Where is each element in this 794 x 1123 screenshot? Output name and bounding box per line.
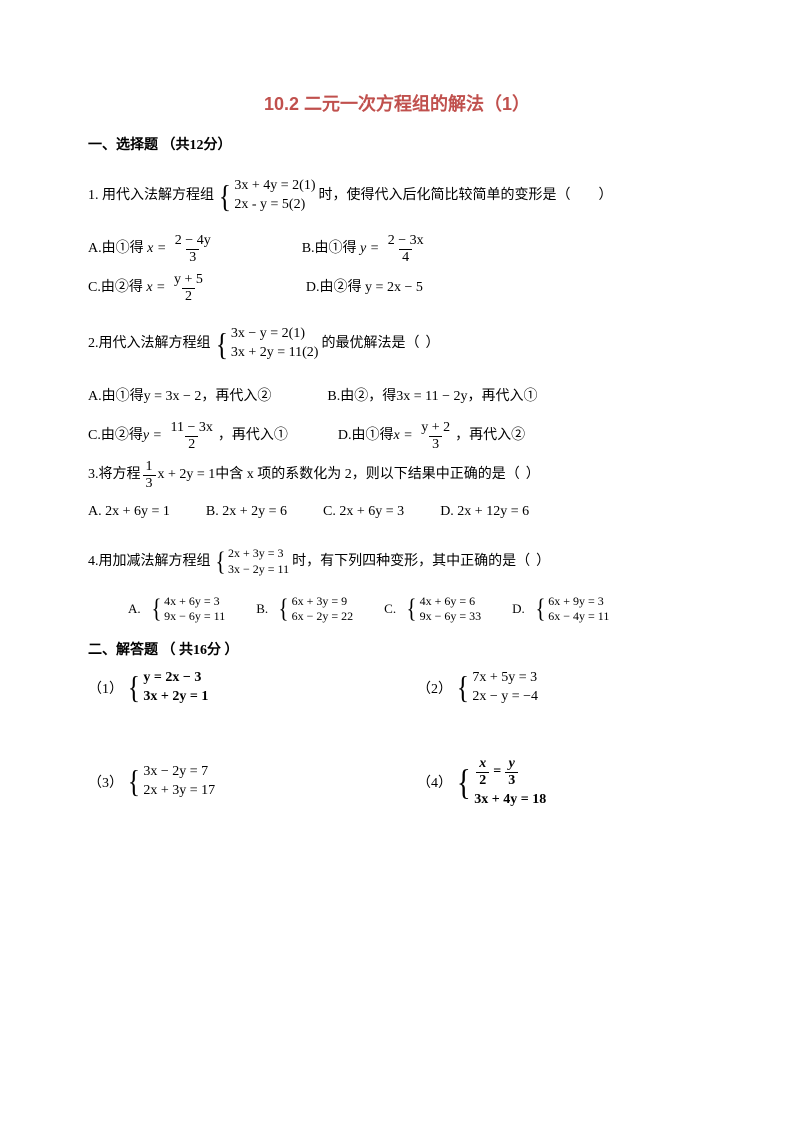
q4-C-label: C. bbox=[384, 601, 396, 617]
q2-D-text: 由①得 bbox=[352, 421, 394, 452]
q2-system: { 3x − y = 2(1) 3x + 2y = 11(2) bbox=[214, 312, 319, 376]
ex1-eq1: y = 2x − 3 bbox=[143, 669, 208, 688]
q3-options: A. 2x + 6y = 1 B. 2x + 2y = 6 C. 2x + 6y… bbox=[88, 497, 706, 528]
q2-B-text: 由②，得 bbox=[340, 382, 396, 413]
q2-C-text: 由②得 bbox=[101, 421, 143, 452]
q2-post: 的最优解法是（ bbox=[321, 330, 419, 358]
q4-post: 时，有下列四种变形，其中正确的是（ bbox=[292, 548, 530, 576]
q4-eq2: 3x − 2y = 11 bbox=[228, 562, 289, 578]
page-title: 10.2 二元一次方程组的解法（1） bbox=[88, 90, 706, 116]
q2-options-row1: A. 由①得 y = 3x − 2 ，再代入② B. 由②，得 3x = 11 … bbox=[88, 382, 706, 413]
ex4-num: （4） bbox=[417, 772, 452, 792]
ex3-eq1: 3x − 2y = 7 bbox=[143, 763, 215, 782]
q4-A-label: A. bbox=[128, 601, 141, 617]
q1-pre: 1. 用代入法解方程组 bbox=[88, 182, 214, 210]
ex2-eq2: 2x − y = −4 bbox=[472, 688, 538, 707]
ex1-system: { y = 2x − 3 3x + 2y = 1 bbox=[126, 669, 208, 707]
q3-mid: x + 2y = 1中含 x 项的系数化为 2，则以下结果中正确的是（ bbox=[158, 461, 520, 489]
exercise-row-2: （3） { 3x − 2y = 7 2x + 3y = 17 （4） { x2 … bbox=[88, 757, 706, 807]
q1-C-frac: y + 5 2 bbox=[171, 273, 206, 304]
q4-pre: 4.用加减法解方程组 bbox=[88, 548, 211, 576]
q1-C-label: C. bbox=[88, 273, 101, 304]
section-1-heading: 一、选择题 （共12分） bbox=[88, 134, 706, 154]
q2-C-tail: ，再代入① bbox=[218, 421, 288, 452]
ex4-eq1: x2 = y3 bbox=[474, 757, 546, 788]
q2-C-label: C. bbox=[88, 421, 101, 452]
q1-A-text: 由①得 bbox=[102, 234, 144, 265]
ex3-system: { 3x − 2y = 7 2x + 3y = 17 bbox=[126, 763, 215, 801]
ex2-system: { 7x + 5y = 3 2x − y = −4 bbox=[455, 669, 538, 707]
q4-A2: 9x − 6y = 11 bbox=[164, 609, 225, 625]
q1-system: { 3x + 4y = 2(1) 2x - y = 5(2) bbox=[217, 164, 315, 228]
q4-B1: 6x + 3y = 9 bbox=[292, 594, 354, 610]
q3-B: B. 2x + 2y = 6 bbox=[206, 497, 287, 528]
q3-C: C. 2x + 6y = 3 bbox=[323, 497, 404, 528]
q4-system: { 2x + 3y = 3 3x − 2y = 11 bbox=[214, 536, 290, 588]
q3-A: A. 2x + 6y = 1 bbox=[88, 497, 170, 528]
q1-B-text: 由①得 bbox=[315, 234, 357, 265]
q4-D-label: D. bbox=[512, 601, 525, 617]
q1-B-label: B. bbox=[302, 234, 315, 265]
q2-D-tail: ，再代入② bbox=[455, 421, 525, 452]
q1-C-text: 由②得 bbox=[101, 273, 143, 304]
q1-D-text: 由②得 bbox=[320, 273, 362, 304]
ex2-eq1: 7x + 5y = 3 bbox=[472, 669, 538, 688]
q3-blank: ） bbox=[526, 461, 554, 489]
q1-post: 时，使得代入后化简比较简单的变形是（ bbox=[318, 182, 570, 210]
q1-B-frac: 2 − 3x 4 bbox=[385, 234, 427, 265]
q1-eq1: 3x + 4y = 2(1) bbox=[234, 178, 315, 193]
q2-C-frac: 11 − 3x 2 bbox=[168, 421, 216, 452]
question-3: 3.将方程 1 3 x + 2y = 1中含 x 项的系数化为 2，则以下结果中… bbox=[88, 460, 706, 491]
q2-B-label: B. bbox=[327, 382, 340, 413]
q4-A1: 4x + 6y = 3 bbox=[164, 594, 225, 610]
q2-B-tail: ，再代入① bbox=[468, 382, 538, 413]
q1-blank: ） bbox=[598, 182, 626, 210]
section-2-heading: 二、解答题 （ 共16分 ） bbox=[88, 639, 706, 659]
ex1-num: （1） bbox=[88, 678, 123, 698]
question-1: 1. 用代入法解方程组 { 3x + 4y = 2(1) 2x - y = 5(… bbox=[88, 164, 706, 228]
q1-A-frac: 2 − 4y 3 bbox=[172, 234, 214, 265]
q4-D2: 6x − 4y = 11 bbox=[548, 609, 609, 625]
ex3-eq2: 2x + 3y = 17 bbox=[143, 782, 215, 801]
q3-frac: 1 3 bbox=[143, 460, 156, 491]
q1-options-row2: C. 由②得 x = y + 5 2 D. 由②得 y = 2x − 5 bbox=[88, 273, 706, 304]
title-text: 10.2 二元一次方程组的解法（1） bbox=[264, 94, 530, 114]
q4-options: A. { 4x + 6y = 3 9x − 6y = 11 B. { 6x + … bbox=[128, 594, 706, 625]
q1-A-label: A. bbox=[88, 234, 102, 265]
q1-D-label: D. bbox=[306, 273, 320, 304]
ex4-eq2: 3x + 4y = 18 bbox=[474, 792, 546, 807]
q2-D-label: D. bbox=[338, 421, 352, 452]
ex4-system: { x2 = y3 3x + 4y = 18 bbox=[455, 757, 546, 807]
ex1-eq2: 3x + 2y = 1 bbox=[143, 688, 208, 707]
q1-eq2: 2x - y = 5(2) bbox=[234, 197, 305, 212]
q4-B2: 6x − 2y = 22 bbox=[292, 609, 354, 625]
q3-pre: 3.将方程 bbox=[88, 461, 141, 489]
q2-A-label: A. bbox=[88, 382, 102, 413]
q4-eq1: 2x + 3y = 3 bbox=[228, 546, 289, 562]
q3-D: D. 2x + 12y = 6 bbox=[440, 497, 529, 528]
q4-B-label: B. bbox=[256, 601, 268, 617]
q2-A-text: 由①得 bbox=[102, 382, 144, 413]
exercise-row-1: （1） { y = 2x − 3 3x + 2y = 1 （2） { 7x + … bbox=[88, 669, 706, 707]
q4-C2: 9x − 6y = 33 bbox=[420, 609, 482, 625]
q2-B-eq: 3x = 11 − 2y bbox=[396, 382, 467, 413]
q2-blank: ） bbox=[425, 330, 453, 358]
ex2-num: （2） bbox=[417, 678, 452, 698]
q2-options-row2: C. 由②得 y = 11 − 3x 2 ，再代入① D. 由①得 x = y … bbox=[88, 421, 706, 452]
q2-D-frac: y + 2 3 bbox=[418, 421, 453, 452]
question-2: 2.用代入法解方程组 { 3x − y = 2(1) 3x + 2y = 11(… bbox=[88, 312, 706, 376]
q2-eq1: 3x − y = 2(1) bbox=[231, 325, 319, 344]
q4-blank: ） bbox=[536, 548, 564, 576]
q2-A-eq: y = 3x − 2 bbox=[144, 382, 202, 413]
q1-options-row1: A. 由①得 x = 2 − 4y 3 B. 由①得 y = 2 − 3x 4 bbox=[88, 234, 706, 265]
q4-C1: 4x + 6y = 6 bbox=[420, 594, 482, 610]
q2-pre: 2.用代入法解方程组 bbox=[88, 330, 211, 358]
ex3-num: （3） bbox=[88, 772, 123, 792]
question-4: 4.用加减法解方程组 { 2x + 3y = 3 3x − 2y = 11 时，… bbox=[88, 536, 706, 588]
q2-A-tail: ，再代入② bbox=[201, 382, 271, 413]
q4-D1: 6x + 9y = 3 bbox=[548, 594, 609, 610]
q1-D-eq: y = 2x − 5 bbox=[365, 273, 423, 304]
q2-eq2: 3x + 2y = 11(2) bbox=[231, 344, 319, 363]
